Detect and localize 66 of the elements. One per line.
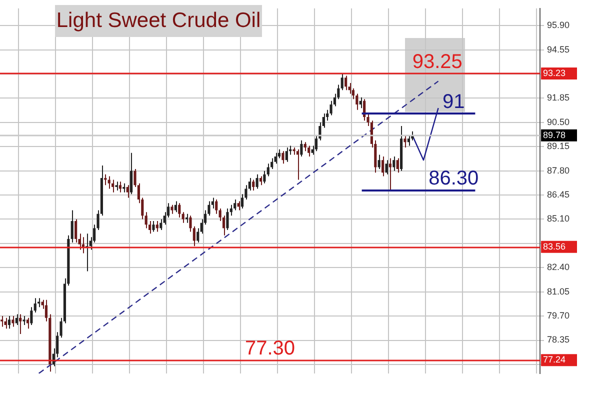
candlestick	[112, 179, 114, 193]
y-tick-label: 91.85	[547, 92, 570, 103]
y-tick-label: 94.55	[547, 44, 570, 54]
candlestick	[104, 174, 107, 186]
candlestick	[30, 306, 33, 326]
candlestick	[215, 199, 218, 214]
candlestick	[256, 174, 258, 190]
candlestick	[344, 75, 348, 91]
candlestick	[192, 226, 196, 247]
candlestick	[359, 96, 362, 109]
candlestick	[156, 220, 158, 232]
annotation: 77.30	[244, 338, 296, 360]
candlestick	[108, 176, 110, 190]
candlestick	[189, 215, 192, 232]
candlestick	[174, 200, 177, 213]
candlestick	[252, 179, 255, 192]
candlestick	[263, 170, 266, 184]
y-tick-label: 81.05	[547, 286, 570, 296]
y-tick-label: 78.35	[547, 334, 570, 345]
candlestick	[282, 150, 284, 164]
candlestick	[74, 218, 78, 244]
candlestick	[70, 210, 74, 244]
chart-title: Light Sweet Crude Oil	[55, 5, 262, 37]
candlestick	[266, 163, 270, 177]
annotation: 86.30	[428, 168, 479, 190]
ref-line-label: 83.56	[543, 241, 566, 252]
annotation: 93.25	[412, 50, 462, 73]
candlestick	[26, 317, 30, 330]
y-tick-label: 86.45	[547, 190, 570, 200]
y-tick-label: 87.80	[547, 165, 570, 176]
candlestick	[404, 134, 406, 148]
candlestick	[4, 317, 7, 330]
candlestick	[392, 156, 396, 172]
candlestick	[34, 298, 36, 313]
candlestick	[8, 316, 11, 330]
candlestick	[300, 140, 303, 157]
y-tick-label: 85.10	[547, 214, 570, 224]
candlestick	[378, 154, 380, 170]
ref-line-label: 89.78	[543, 130, 566, 140]
y-tick-label: 89.15	[547, 141, 570, 152]
candlestick	[178, 202, 181, 218]
candlestick	[388, 158, 392, 192]
y-tick-label: 95.90	[547, 20, 570, 30]
candlestick	[118, 181, 122, 193]
candlestick	[382, 156, 384, 177]
candlestick	[396, 158, 399, 174]
candlestick	[152, 220, 155, 232]
candlestick	[296, 148, 300, 180]
annotation: 91	[442, 90, 465, 113]
candlestick	[19, 314, 22, 334]
candlestick	[226, 208, 229, 230]
y-tick-label: 82.40	[547, 262, 570, 272]
ref-line-label: 93.23	[543, 68, 566, 78]
candlestick	[340, 72, 344, 91]
candlestick	[144, 212, 148, 229]
candlestick	[285, 147, 288, 162]
candlestick	[0, 316, 4, 328]
y-tick-label: 90.50	[547, 116, 570, 127]
candlestick	[12, 316, 14, 328]
ref-line-label: 77.24	[543, 354, 566, 365]
candlestick	[230, 204, 232, 216]
candlestick	[130, 152, 133, 195]
y-tick-label: 79.70	[547, 310, 570, 321]
candlestick	[308, 145, 310, 157]
candlestick	[385, 160, 388, 175]
candlestick	[126, 184, 129, 198]
